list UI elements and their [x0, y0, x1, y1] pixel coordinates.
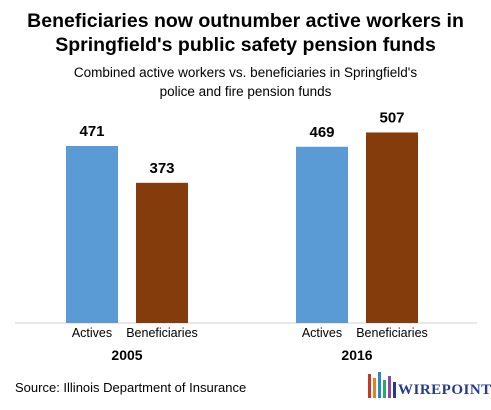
wirepoints-logo: WIREPOINTS [367, 368, 491, 398]
chart-subtitle: Combined active workers vs. beneficiarie… [0, 63, 491, 101]
bar-2016-beneficiaries [366, 132, 418, 323]
bar-2005-actives [66, 146, 118, 323]
data-label-2016-beneficiaries: 507 [379, 109, 404, 126]
category-label-2016-beneficiaries: Beneficiaries [356, 326, 428, 340]
data-label-2005-actives: 471 [79, 123, 104, 140]
wirepoints-logo-text: WIREPOINTS [398, 382, 491, 398]
category-label-2005-beneficiaries: Beneficiaries [126, 326, 198, 340]
chart-title-line-2: Springfield's public safety pension fund… [55, 34, 436, 56]
group-label-2005: 2005 [111, 347, 142, 363]
wirepoints-w-logo-icon [368, 372, 396, 398]
bar-2016-actives [296, 146, 348, 323]
data-label-2016-actives: 469 [309, 124, 334, 141]
chart-subtitle-line-2: police and fire pension funds [159, 84, 332, 99]
bar-2005-beneficiaries [136, 182, 188, 323]
chart-title-line-1: Beneficiaries now outnumber active worke… [27, 10, 464, 32]
source-note: Source: Illinois Department of Insurance [15, 380, 247, 395]
chart-title: Beneficiaries now outnumber active worke… [0, 9, 491, 57]
category-label-2005-actives: Actives [72, 326, 112, 340]
group-label-2016: 2016 [341, 347, 372, 363]
data-label-2005-beneficiaries: 373 [149, 160, 174, 177]
chart-subtitle-line-1: Combined active workers vs. beneficiarie… [73, 65, 418, 80]
category-label-2016-actives: Actives [302, 326, 342, 340]
